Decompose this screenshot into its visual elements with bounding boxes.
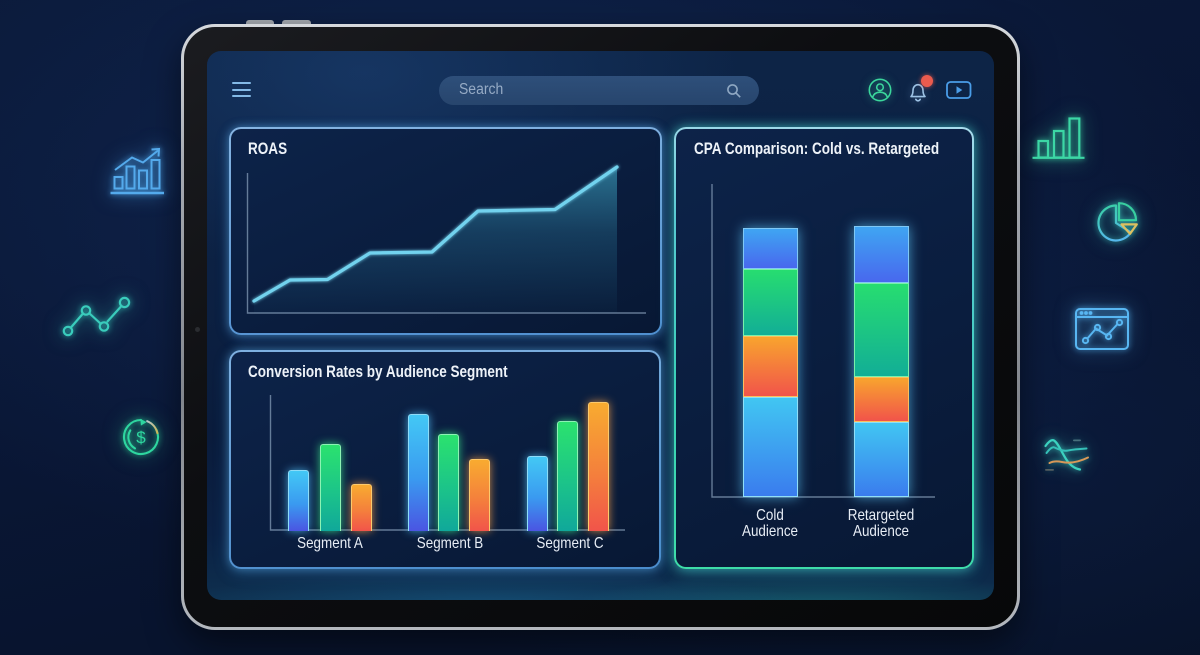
svg-text:$: $	[136, 428, 146, 447]
